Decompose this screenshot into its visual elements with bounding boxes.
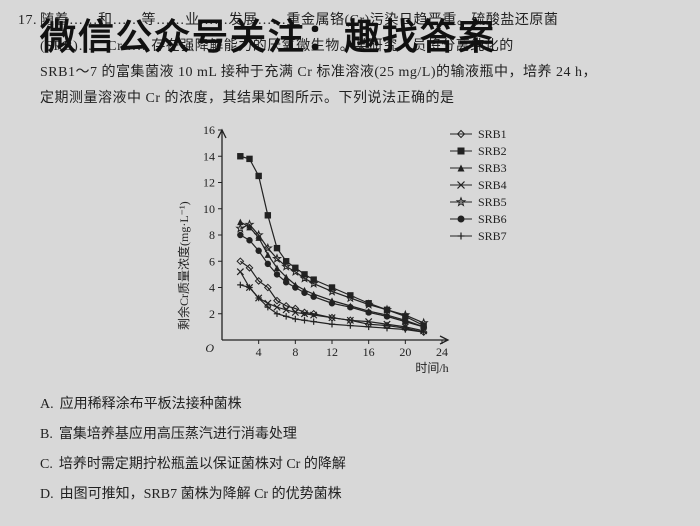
svg-text:SRB5: SRB5 [478,195,507,209]
svg-text:16: 16 [363,345,375,359]
svg-text:SRB2: SRB2 [478,144,507,158]
option-a: A.应用稀释涂布平板法接种菌株 [18,390,682,420]
cr-concentration-chart: 2468101214164812162024O时间/h剩余Cr质量浓度(mg·L… [170,120,530,380]
qline-2: SRB1～7 的富集菌液 10 mL 接种于充满 Cr 标准溶液(25 mg/L… [40,65,597,80]
svg-text:SRB7: SRB7 [478,229,507,243]
qline-0: 随着……和……等……业……发展……重金属铬(Cr)污染日趋严重。硫酸盐还原菌 [40,13,558,28]
svg-text:4: 4 [256,345,262,359]
svg-text:O: O [205,341,214,355]
svg-text:SRB4: SRB4 [478,178,507,192]
option-c: C.培养时需定期拧松瓶盖以保证菌株对 Cr 的降解 [18,450,682,480]
svg-text:4: 4 [209,281,215,295]
svg-text:14: 14 [203,149,215,163]
svg-text:6: 6 [209,254,215,268]
svg-text:24: 24 [436,345,448,359]
svg-text:剩余Cr质量浓度(mg·L⁻¹): 剩余Cr质量浓度(mg·L⁻¹) [176,201,191,330]
svg-text:20: 20 [399,345,411,359]
option-d-text: 由图可推知，SRB7 菌株为降解 Cr 的优势菌株 [60,487,342,502]
svg-text:时间/h: 时间/h [415,361,448,375]
question-number: 17. [18,8,40,34]
qline-3: 定期测量溶液中 Cr 的浓度，其结果如图所示。下列说法正确的是 [40,91,455,106]
option-a-text: 应用稀释涂布平板法接种菌株 [60,397,242,412]
option-d: D.由图可推知，SRB7 菌株为降解 Cr 的优势菌株 [18,480,682,510]
option-c-text: 培养时需定期拧松瓶盖以保证菌株对 Cr 的降解 [59,457,346,472]
svg-text:SRB1: SRB1 [478,127,507,141]
answer-options: A.应用稀释涂布平板法接种菌株 B.富集培养基应用高压蒸汽进行消毒处理 C.培养… [18,390,682,510]
svg-text:10: 10 [203,202,215,216]
svg-text:12: 12 [326,345,338,359]
svg-text:16: 16 [203,123,215,137]
svg-text:12: 12 [203,176,215,190]
svg-text:SRB6: SRB6 [478,212,507,226]
svg-text:2: 2 [209,307,215,321]
option-b-text: 富集培养基应用高压蒸汽进行消毒处理 [59,427,297,442]
option-b: B.富集培养基应用高压蒸汽进行消毒处理 [18,420,682,450]
svg-text:SRB3: SRB3 [478,161,507,175]
qline-1: (SRB)……Cr……存在强降解能力的厌氧微生物。某研究人员将分离纯化的 [40,39,514,54]
svg-text:8: 8 [292,345,298,359]
svg-text:8: 8 [209,228,215,242]
